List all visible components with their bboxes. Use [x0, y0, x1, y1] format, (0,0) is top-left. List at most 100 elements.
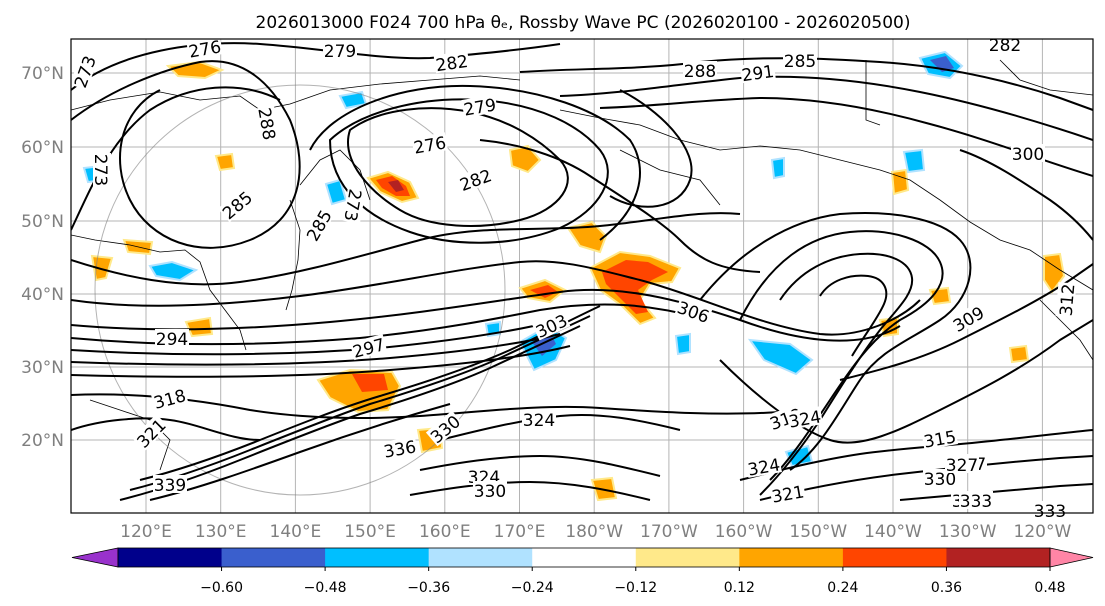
contour-label: 282: [433, 50, 470, 76]
positive-anomaly-core: [388, 180, 404, 192]
positive-anomaly: [1008, 344, 1030, 364]
lon-tick-label: 170°E: [494, 522, 546, 542]
contour-label-text: 279: [324, 42, 356, 62]
lon-tick-label: 180°W: [565, 522, 623, 542]
contour-label-text: 333: [960, 492, 992, 512]
lon-tick-label: 170°W: [640, 522, 698, 542]
contour-label: 339: [153, 475, 187, 496]
contour-label-text: 273: [90, 154, 110, 186]
contour-label: 330: [473, 481, 507, 502]
colorbar-tick-label: −0.36: [407, 580, 450, 596]
contour-label-text: 312: [1057, 283, 1080, 317]
positive-anomaly: [184, 316, 214, 338]
negative-anomaly: [148, 260, 199, 282]
contour-label: 324: [522, 410, 556, 431]
colorbar-tick-label: −0.12: [614, 580, 657, 596]
colorbar-tick-label: 0.36: [931, 580, 962, 596]
colorbar-max-extend: [1049, 547, 1094, 568]
colorbar-segment: [842, 548, 947, 567]
colorbar-segment: [118, 548, 223, 567]
lon-tick-label: 140°W: [864, 522, 922, 542]
lon-tick-label: 130°E: [195, 522, 247, 542]
colorbar-min-extend: [71, 547, 119, 568]
map-frame: [70, 38, 1094, 514]
colorbar-segment: [532, 548, 637, 567]
contour-label-text: 291: [741, 62, 776, 86]
lat-tick-label: 60°N: [21, 138, 64, 158]
positive-anomaly: [890, 168, 910, 196]
latitude-labels: 70°N 60°N 50°N 40°N 30°N 20°N: [21, 64, 64, 451]
contour-label: 285: [783, 51, 817, 72]
lon-tick-label: 160°E: [419, 522, 471, 542]
colorbar-tick-label: −0.48: [304, 580, 347, 596]
lon-tick-label: 120°E: [120, 522, 172, 542]
contour-label: 333: [1033, 501, 1067, 522]
contour-label-text: 285: [784, 52, 816, 72]
colorbar-segment: [739, 548, 844, 567]
contour-label-text: 282: [435, 52, 470, 76]
negative-anomaly-core: [930, 56, 954, 72]
lon-tick-label: 120°W: [1014, 522, 1072, 542]
colorbar-tick-label: 0.48: [1034, 580, 1065, 596]
contour-label-text: 294: [156, 330, 188, 350]
negative-anomaly: [902, 148, 926, 174]
positive-anomaly: [508, 144, 542, 174]
colorbar-tick-label: 0.24: [827, 580, 858, 596]
lat-tick-label: 20°N: [21, 431, 64, 451]
positive-anomaly-core: [530, 285, 558, 298]
contour-label: 288: [683, 61, 717, 82]
lat-tick-label: 50°N: [21, 212, 64, 232]
positive-anomaly-core: [352, 374, 388, 392]
colorbar-segment: [428, 548, 533, 567]
contour-label: 282: [988, 35, 1022, 56]
colorbar-tick-label: −0.24: [511, 580, 554, 596]
positive-anomaly: [214, 152, 236, 172]
contour-label: 294: [155, 329, 189, 350]
longitude-labels: 120°E 130°E 140°E 150°E 160°E 170°E 180°W 170°W…: [120, 522, 1071, 542]
contour-label: 291: [739, 60, 776, 86]
contour-label-text: 333: [1034, 502, 1066, 522]
contour-label-text: 324: [523, 411, 555, 431]
positive-anomaly: [566, 220, 608, 254]
lon-tick-label: 130°W: [939, 522, 997, 542]
negative-anomaly-core: [532, 332, 556, 356]
lon-tick-label: 160°W: [715, 522, 773, 542]
contour-label: 300: [1011, 144, 1045, 165]
negative-anomaly: [674, 332, 691, 356]
contour-label-text: 330: [924, 470, 956, 490]
contour-label-text: 330: [474, 482, 506, 502]
contour-label-text: 300: [1012, 145, 1044, 165]
contour-label: 330: [923, 469, 957, 490]
colorbar-frame: [117, 547, 1051, 568]
contour-label-text: 282: [989, 36, 1021, 56]
contour-label-text: 339: [154, 476, 186, 496]
colorbar-segment: [325, 548, 430, 567]
colorbar: −0.60 −0.48 −0.36 −0.24 −0.12 0.12 0.24 0.36 0.4…: [71, 547, 1094, 596]
projection-ring: [94, 84, 506, 496]
colorbar-segment: [946, 548, 1051, 567]
colorbar-segment: [635, 548, 740, 567]
colorbar-tick-label: 0.12: [724, 580, 755, 596]
colorbar-tick-label: −0.60: [200, 580, 243, 596]
lat-tick-label: 40°N: [21, 285, 64, 305]
figure-title: 2026013000 F024 700 hPa θₑ, Rossby Wave …: [256, 13, 911, 33]
contour-label: 315: [921, 426, 958, 453]
lon-tick-label: 150°W: [789, 522, 847, 542]
contour-label-text: 288: [684, 62, 716, 82]
lon-tick-label: 140°E: [270, 522, 322, 542]
contour-label: 312: [1055, 282, 1080, 318]
lat-tick-label: 30°N: [21, 358, 64, 378]
lon-tick-label: 150°E: [344, 522, 396, 542]
contour-label: 333: [959, 491, 993, 512]
colorbar-segment: [221, 548, 326, 567]
positive-anomaly-core: [602, 260, 668, 314]
negative-anomaly: [747, 338, 814, 376]
contour-label-text: 327: [946, 456, 978, 476]
contour-label: 273: [90, 153, 111, 187]
lat-tick-label: 70°N: [21, 64, 64, 84]
contour-label: 327: [945, 455, 979, 476]
